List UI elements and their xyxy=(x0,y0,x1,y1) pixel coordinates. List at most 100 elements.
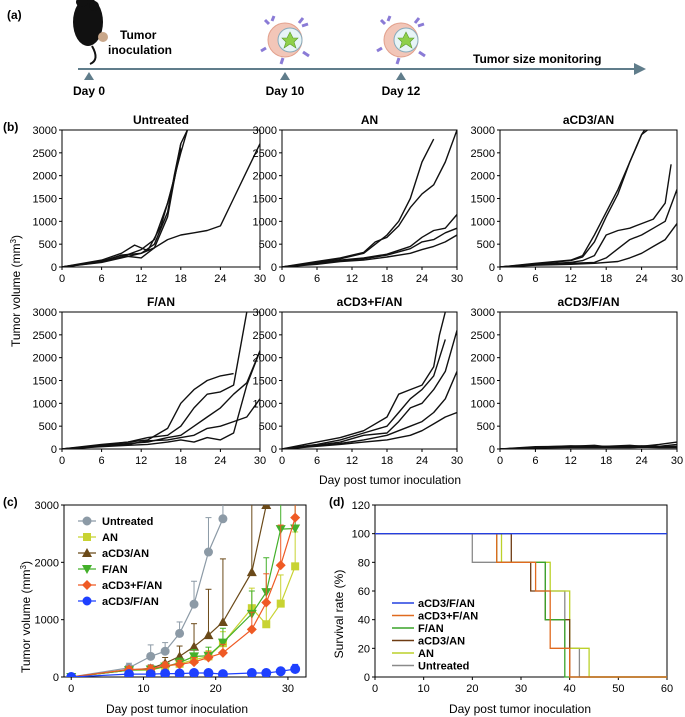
day0-label: Day 0 xyxy=(73,84,105,98)
x-tick-label: 24 xyxy=(214,273,226,285)
y-tick-label: 1500 xyxy=(471,194,495,206)
x-tick-label: 6 xyxy=(314,455,320,467)
legend-label: Untreated xyxy=(418,661,469,673)
day0-marker xyxy=(84,72,94,80)
legend-label: AN xyxy=(102,532,118,544)
y-tick-label: 1500 xyxy=(33,376,57,388)
data-point xyxy=(276,599,285,608)
day10-marker xyxy=(280,72,290,80)
x-tick-label: 12 xyxy=(565,455,577,467)
panel-a: (a) Tumor inoculation xyxy=(7,0,646,98)
x-tick-label: 20 xyxy=(210,683,222,695)
series-line xyxy=(500,446,677,449)
legend: Untreated AN aCD3/AN F/AN aCD3+F/AN aCD3/F/AN xyxy=(78,516,162,608)
data-point xyxy=(189,641,200,651)
data-point xyxy=(246,667,257,677)
data-point xyxy=(261,597,272,608)
series-aCD3/F/AN xyxy=(66,663,301,677)
data-point xyxy=(291,562,300,571)
x-tick-label: 30 xyxy=(451,273,463,285)
series-line xyxy=(282,234,457,267)
day12-marker xyxy=(396,72,406,80)
y-tick-label: 500 xyxy=(259,421,277,433)
series-line xyxy=(62,312,248,449)
x-tick-label: 0 xyxy=(372,683,378,695)
timeline-arrowhead xyxy=(634,63,646,75)
x-tick-label: 30 xyxy=(671,273,683,285)
nanoparticle-icon xyxy=(376,15,426,65)
data-point xyxy=(174,659,185,670)
series-line xyxy=(282,411,457,449)
series-line xyxy=(62,143,260,267)
panel-b-label: (b) xyxy=(3,120,18,134)
survival-curve-aCD3+F/AN xyxy=(375,533,667,678)
data-point xyxy=(83,533,91,541)
y-tick-label: 2500 xyxy=(253,148,277,160)
y-tick-label: 40 xyxy=(358,615,370,627)
y-tick-label: 1000 xyxy=(471,216,495,228)
data-point xyxy=(217,647,228,658)
data-point xyxy=(160,660,171,671)
y-tick-label: 3000 xyxy=(35,500,59,512)
y-tick-label: 80 xyxy=(358,557,370,569)
y-tick-label: 1000 xyxy=(253,398,277,410)
data-point xyxy=(275,560,286,571)
y-tick-label: 0 xyxy=(51,444,57,456)
legend-label: aCD3+F/AN xyxy=(102,580,162,592)
x-tick-label: 18 xyxy=(381,273,393,285)
monitoring-label: Tumor size monitoring xyxy=(473,52,601,66)
y-tick-label: 500 xyxy=(39,239,57,251)
data-point xyxy=(160,646,170,656)
mouse-icon xyxy=(73,0,108,65)
series-line xyxy=(62,350,260,449)
legend-label: aCD3+F/AN xyxy=(418,611,478,623)
x-tick-label: 18 xyxy=(175,455,187,467)
x-tick-label: 12 xyxy=(565,273,577,285)
data-point xyxy=(203,630,214,640)
data-point xyxy=(66,672,77,677)
series-line xyxy=(62,130,189,267)
data-point xyxy=(145,669,156,677)
data-point xyxy=(203,547,213,557)
subplot-4: aCD3+F/AN 0 6 12 18 24 30 0 500 1000 1500 2000 2500 3… xyxy=(253,295,464,467)
plot-data xyxy=(66,505,301,677)
legend-label: aCD3/AN xyxy=(102,548,149,560)
y-tick-label: 2500 xyxy=(471,148,495,160)
x-tick-label: 0 xyxy=(59,273,65,285)
data-point xyxy=(82,516,92,526)
data-point xyxy=(82,548,92,557)
y-tick-label: 1000 xyxy=(35,615,59,627)
y-tick-label: 3000 xyxy=(471,307,495,319)
data-point xyxy=(82,596,92,606)
panel-d-label: (d) xyxy=(329,495,344,509)
y-tick-label: 20 xyxy=(358,643,370,655)
data-point xyxy=(261,667,272,677)
y-tick-label: 1500 xyxy=(471,376,495,388)
data-point xyxy=(203,667,214,677)
x-tick-label: 0 xyxy=(59,455,65,467)
y-tick-label: 1000 xyxy=(33,398,57,410)
series-line xyxy=(62,350,260,449)
y-tick-label: 0 xyxy=(489,262,495,274)
y-tick-label: 500 xyxy=(477,239,495,251)
x-tick-label: 6 xyxy=(99,455,105,467)
data-point xyxy=(217,669,228,677)
y-tick-label: 3000 xyxy=(253,307,277,319)
data-point xyxy=(160,668,171,677)
y-tick-label: 0 xyxy=(364,672,370,684)
x-tick-label: 12 xyxy=(135,273,147,285)
data-point xyxy=(174,668,185,677)
series-line xyxy=(282,312,446,449)
data-point xyxy=(275,666,286,677)
x-tick-label: 10 xyxy=(137,683,149,695)
y-tick-label: 1500 xyxy=(253,194,277,206)
data-point xyxy=(124,669,135,677)
legend-label: F/AN xyxy=(418,623,444,635)
y-tick-label: 1500 xyxy=(33,194,57,206)
y-tick-label: 2000 xyxy=(471,171,495,183)
x-tick-label: 12 xyxy=(346,455,358,467)
data-point xyxy=(246,624,257,635)
series-line xyxy=(500,130,646,267)
y-tick-label: 0 xyxy=(51,262,57,274)
